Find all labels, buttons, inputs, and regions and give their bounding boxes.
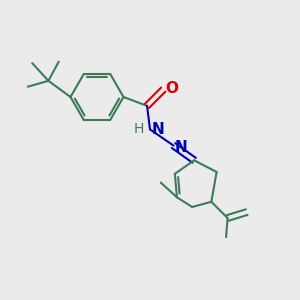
- Text: N: N: [175, 140, 188, 154]
- Text: N: N: [152, 122, 164, 137]
- Text: O: O: [165, 81, 178, 96]
- Text: H: H: [134, 122, 144, 136]
